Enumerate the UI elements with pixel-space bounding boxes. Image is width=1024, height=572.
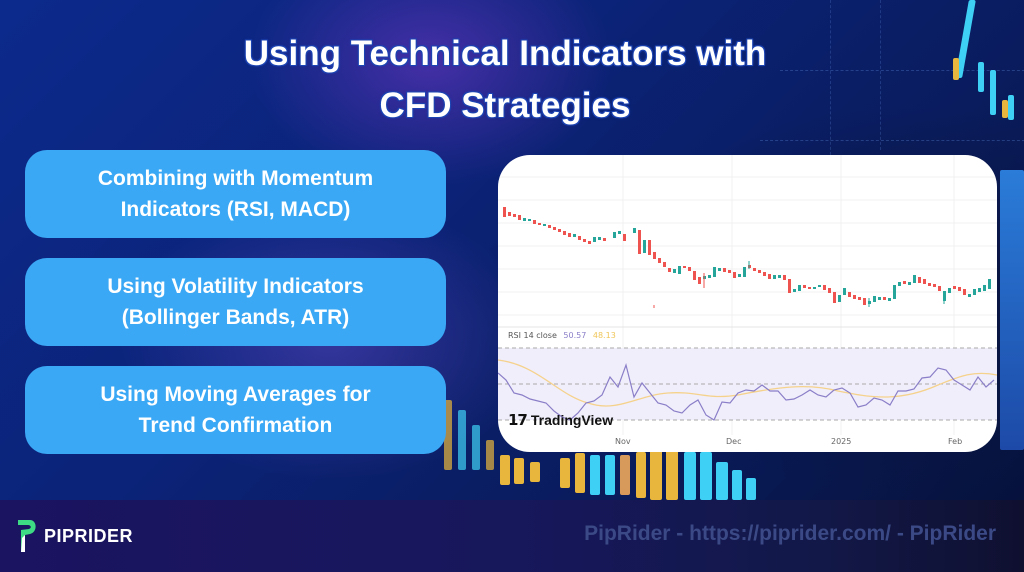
rsi-value: 50.57 [563,331,587,340]
candles [503,207,991,308]
tradingview-logo: 17 TradingView [508,411,613,429]
candlestick-chart [498,155,997,435]
piprider-logo-icon [18,520,36,552]
page-title: Using Technical Indicators with CFD Stra… [0,28,1010,132]
pill-line-2: Indicators (RSI, MACD) [120,198,351,221]
x-axis-label-dec: Dec [726,437,742,446]
x-axis-label-nov: Nov [615,437,631,446]
rsi-label: RSI 14 close [508,331,557,340]
footer: PIPRIDER PipRider - https://piprider.com… [0,500,1024,572]
x-axis-label-2025: 2025 [831,437,852,446]
rsi-ma-value: 48.13 [592,331,616,340]
chart-card: RSI 14 close 50.57 48.13 17 TradingView … [498,155,997,452]
pill-volatility-indicators: Using Volatility Indicators (Bollinger B… [25,258,446,346]
logo-text: PIPRIDER [44,525,134,546]
title-line-1: Using Technical Indicators with [243,34,767,73]
watermark: PipRider - https://piprider.com/ - PipRi… [584,522,996,545]
x-axis-label-feb: Feb [948,437,963,446]
pill-line-1: Using Moving Averages for [100,383,371,406]
pill-line-2: Trend Confirmation [138,414,333,437]
tradingview-logo-icon: 17 [508,411,528,429]
piprider-logo: PIPRIDER [16,518,133,554]
pill-line-1: Combining with Momentum [97,167,374,190]
pill-line-1: Using Volatility Indicators [107,275,364,298]
title-line-2: CFD Strategies [379,86,631,125]
tradingview-brand: TradingView [530,412,614,428]
pill-line-2: (Bollinger Bands, ATR) [121,306,350,329]
rsi-legend: RSI 14 close 50.57 48.13 [508,331,616,340]
pill-momentum-indicators: Combining with Momentum Indicators (RSI,… [25,150,446,238]
pill-moving-averages: Using Moving Averages for Trend Confirma… [25,366,446,454]
